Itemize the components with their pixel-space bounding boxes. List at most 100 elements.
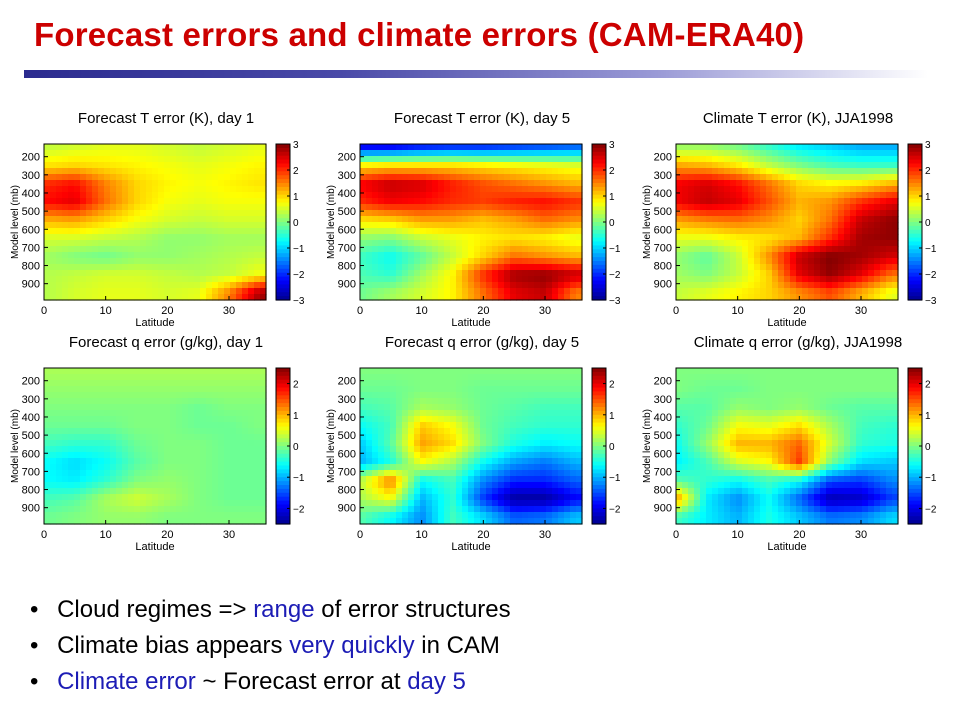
- heatmap-cell: [420, 368, 427, 375]
- heatmap-cell: [200, 470, 207, 477]
- heatmap-cell: [462, 368, 469, 375]
- heatmap-cell: [808, 228, 815, 235]
- heatmap-cell: [814, 174, 821, 181]
- panel-title: Forecast T error (K), day 5: [393, 110, 571, 127]
- heatmap-cell: [462, 192, 469, 199]
- heatmap-cell: [206, 428, 213, 435]
- heatmap-cell: [880, 228, 887, 235]
- heatmap-cell: [50, 386, 57, 393]
- heatmap-cell: [552, 150, 559, 157]
- heatmap-cell: [158, 398, 165, 405]
- heatmap-cell: [176, 186, 183, 193]
- heatmap-cell: [176, 288, 183, 295]
- heatmap-cell: [480, 156, 487, 163]
- heatmap-cell: [552, 210, 559, 217]
- heatmap-cell: [468, 246, 475, 253]
- heatmap-cell: [802, 234, 809, 241]
- heatmap-cell: [248, 288, 255, 295]
- heatmap-cell: [450, 398, 457, 405]
- heatmap-cell: [468, 210, 475, 217]
- heatmap-cell: [158, 458, 165, 465]
- heatmap-cell: [534, 374, 541, 381]
- heatmap-cell: [874, 210, 881, 217]
- heatmap-cell: [122, 204, 129, 211]
- heatmap-cell: [498, 464, 505, 471]
- heatmap-cell: [510, 404, 517, 411]
- heatmap-cell: [516, 252, 523, 259]
- heatmap-cell: [116, 482, 123, 489]
- x-tick-label: 20: [161, 529, 173, 541]
- heatmap-cell: [426, 482, 433, 489]
- heatmap-cell: [74, 186, 81, 193]
- heatmap-cell: [414, 168, 421, 175]
- heatmap-cell: [420, 192, 427, 199]
- heatmap-cell: [868, 198, 875, 205]
- heatmap-cell: [832, 186, 839, 193]
- heatmap-cell: [408, 374, 415, 381]
- heatmap-cell: [856, 240, 863, 247]
- heatmap-cell: [844, 288, 851, 295]
- heatmap-cell: [676, 192, 683, 199]
- colorbar-swatch: [592, 249, 606, 254]
- heatmap-cell: [182, 156, 189, 163]
- heatmap-cell: [456, 452, 463, 459]
- heatmap-cell: [552, 464, 559, 471]
- heatmap-cell: [760, 234, 767, 241]
- heatmap-cell: [98, 452, 105, 459]
- heatmap-cell: [802, 240, 809, 247]
- heatmap-cell: [390, 440, 397, 447]
- heatmap-cell: [98, 512, 105, 519]
- heatmap-cell: [474, 458, 481, 465]
- heatmap-cell: [784, 204, 791, 211]
- heatmap-cell: [140, 386, 147, 393]
- colorbar-swatch: [276, 206, 290, 211]
- colorbar-tick-label: 2: [293, 166, 299, 177]
- heatmap-cell: [224, 144, 231, 151]
- heatmap-cell: [558, 276, 565, 283]
- heatmap-cell: [892, 252, 899, 259]
- heatmap-cell: [164, 264, 171, 271]
- heatmap-cell: [128, 162, 135, 169]
- heatmap-cell: [128, 464, 135, 471]
- heatmap-cell: [98, 258, 105, 265]
- heatmap-cell: [814, 216, 821, 223]
- heatmap-cell: [450, 234, 457, 241]
- heatmap-cell: [224, 446, 231, 453]
- heatmap-cell: [522, 464, 529, 471]
- heatmap-cell: [760, 180, 767, 187]
- heatmap-cell: [438, 392, 445, 399]
- heatmap-cell: [426, 174, 433, 181]
- heatmap-cell: [748, 162, 755, 169]
- colorbar-swatch: [592, 175, 606, 180]
- heatmap-cell: [444, 144, 451, 151]
- heatmap-cell: [384, 210, 391, 217]
- heatmap-cell: [892, 246, 899, 253]
- heatmap-cell: [862, 282, 869, 289]
- heatmap-cell: [682, 234, 689, 241]
- colorbar-swatch: [592, 190, 606, 196]
- heatmap-cell: [236, 246, 243, 253]
- heatmap-cell: [206, 240, 213, 247]
- heatmap-cell: [366, 404, 373, 411]
- heatmap-cell: [80, 288, 87, 295]
- heatmap-cell: [194, 252, 201, 259]
- heatmap-cell: [682, 264, 689, 271]
- heatmap-cell: [98, 488, 105, 495]
- heatmap-cell: [504, 422, 511, 429]
- heatmap-cell: [158, 482, 165, 489]
- heatmap-cell: [50, 434, 57, 441]
- heatmap-cell: [546, 210, 553, 217]
- heatmap-cell: [212, 410, 219, 417]
- heatmap-cell: [218, 228, 225, 235]
- heatmap-cell: [706, 240, 713, 247]
- heatmap-cell: [700, 186, 707, 193]
- heatmap-cell: [384, 276, 391, 283]
- heatmap-cell: [146, 270, 153, 277]
- heatmap-cell: [838, 144, 845, 151]
- heatmap-cell: [724, 252, 731, 259]
- heatmap-cell: [260, 482, 267, 489]
- heatmap-cell: [206, 246, 213, 253]
- heatmap-cell: [444, 288, 451, 295]
- heatmap-cell: [146, 440, 153, 447]
- heatmap-cell: [736, 150, 743, 157]
